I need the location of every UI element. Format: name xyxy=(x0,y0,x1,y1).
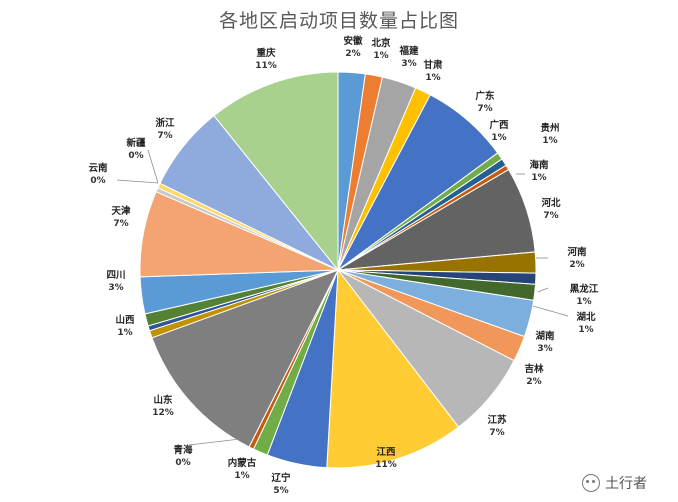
watermark-text: 土行者 xyxy=(605,476,647,492)
leader-line xyxy=(147,149,159,184)
pie-slices xyxy=(139,71,537,469)
slice-label-percent: 1% xyxy=(117,328,132,338)
slice-label-name: 湖南 xyxy=(535,330,555,342)
leader-line xyxy=(537,287,549,293)
watermark: 土行者 xyxy=(582,472,647,494)
slice-label-name: 青海 xyxy=(173,444,193,456)
slice-label-percent: 7% xyxy=(477,104,492,114)
slice-label-percent: 1% xyxy=(491,133,506,143)
slice-label-name: 北京 xyxy=(371,37,391,49)
slice-label-name: 海南 xyxy=(529,159,549,171)
slice-label-percent: 0% xyxy=(90,176,105,186)
slice-label-percent: 2% xyxy=(526,377,541,387)
slice-label-percent: 1% xyxy=(576,297,591,307)
slice-label-percent: 7% xyxy=(543,211,558,221)
slice-label-percent: 7% xyxy=(157,131,172,141)
slice-label-name: 内蒙古 xyxy=(228,457,257,469)
slice-label-name: 河南 xyxy=(567,246,587,258)
slice-label-percent: 2% xyxy=(345,49,360,59)
slice-label-percent: 11% xyxy=(255,61,277,71)
slice-label-percent: 12% xyxy=(152,408,174,418)
slice-label-percent: 3% xyxy=(108,283,123,293)
pie-slice xyxy=(151,269,340,448)
pie-slice xyxy=(326,268,460,469)
leader-line xyxy=(116,179,159,184)
slice-label-percent: 1% xyxy=(578,325,593,335)
leader-line xyxy=(188,438,241,446)
slice-label-name: 福建 xyxy=(398,45,419,57)
slice-label-percent: 0% xyxy=(128,151,143,161)
slice-label-name: 云南 xyxy=(88,162,108,174)
leader-line xyxy=(532,305,569,317)
slice-labels: 安徽 2% 北京 1% 福建 3% 甘肃 1% 广东 7% 广西 1% 贵州 1% 海南 1% 河北 7% 河南 2%… xyxy=(88,35,598,496)
slice-label-name: 重庆 xyxy=(256,47,276,59)
slice-label-name: 河北 xyxy=(541,197,561,209)
slice-label-percent: 7% xyxy=(113,219,128,229)
pie-slice xyxy=(213,71,339,272)
slice-label-percent: 0% xyxy=(175,458,190,468)
slice-label-percent: 1% xyxy=(234,471,249,481)
slice-label-percent: 11% xyxy=(375,460,397,470)
slice-label-name: 山西 xyxy=(115,314,135,326)
slice-label-name: 广西 xyxy=(489,119,509,131)
slice-label-percent: 1% xyxy=(373,51,388,61)
slice-label-name: 吉林 xyxy=(524,363,544,375)
slice-label-percent: 2% xyxy=(569,260,584,270)
slice-label-percent: 3% xyxy=(537,344,552,354)
leader-lines xyxy=(116,149,569,446)
slice-label-name: 辽宁 xyxy=(271,472,291,484)
slice-label-name: 甘肃 xyxy=(423,59,443,71)
slice-label-percent: 1% xyxy=(531,173,546,183)
slice-label-name: 山东 xyxy=(153,394,173,406)
slice-label-percent: 1% xyxy=(425,73,440,83)
slice-label-name: 贵州 xyxy=(540,122,559,134)
slice-label-name: 浙江 xyxy=(155,117,175,129)
slice-label-percent: 7% xyxy=(489,428,504,438)
slice-label-percent: 3% xyxy=(401,59,416,69)
slice-label-percent: 5% xyxy=(273,486,288,496)
slice-label-name: 天津 xyxy=(111,205,131,217)
slice-label-name: 黑龙江 xyxy=(570,283,599,295)
slice-label-name: 江西 xyxy=(376,446,396,458)
slice-label-name: 湖北 xyxy=(576,311,596,323)
slice-label-name: 广东 xyxy=(475,90,495,102)
wechat-icon xyxy=(582,474,600,492)
slice-label-name: 四川 xyxy=(106,270,125,281)
chart-title: 各地区启动项目数量占比图 xyxy=(218,10,459,32)
slice-label-name: 安徽 xyxy=(343,35,363,47)
slice-label-name: 江苏 xyxy=(487,414,507,426)
slice-label-percent: 1% xyxy=(542,136,557,146)
slice-label-name: 新疆 xyxy=(126,137,146,149)
